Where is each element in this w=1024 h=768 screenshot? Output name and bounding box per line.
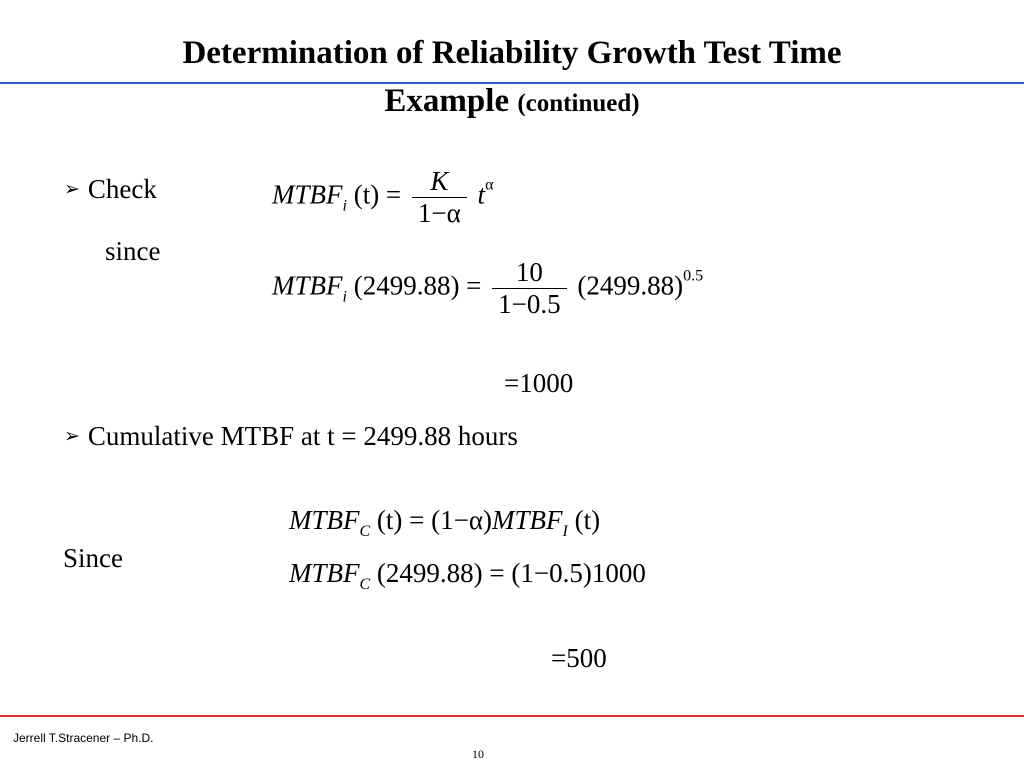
bullet-arrow-icon: ➢ [64,178,80,200]
eq3-lhs-sub: C [359,523,371,540]
eq3-rhs: (t) = (1−α) [376,505,492,535]
bullet-cumulative: ➢ Cumulative MTBF at t = 2499.88 hours [64,421,518,452]
eq4-lhs-sub: C [359,576,371,593]
since-label-upper: Since [63,543,123,573]
eq1-denominator: 1−α [411,197,467,229]
eq1-rhs-sup: α [485,176,494,194]
slide-title-line1: Determination of Reliability Growth Test… [182,35,842,71]
eq2-result: =1000 [504,368,574,398]
eq4-result: =500 [551,643,607,673]
equation-mtbf-cumulative: MTBFC (t) = (1−α)MTBFI (t) [289,505,600,541]
eq3-mid: MTBF [492,505,563,535]
equation-mtbf-evaluated: MTBFi (2499.88) = 10 1−0.5 (2499.88)0.5 [272,257,703,320]
page-number: 10 [472,747,484,761]
eq1-rhs: t [477,179,486,210]
eq3-lhs: MTBF [289,505,360,535]
eq1-numerator: K [430,166,449,196]
bullet-check-label: Check [87,174,157,204]
equation-mtbf-instantaneous: MTBFi (t) = K 1−α tα [272,166,493,229]
eq1-fraction: K 1−α [411,166,467,229]
eq2-fraction: 10 1−0.5 [492,257,567,320]
title-example-text: Example [384,83,518,119]
bottom-divider [0,715,1024,717]
eq2-arg: (2499.88) = [353,270,482,301]
bullet-cumulative-label: Cumulative MTBF at t = 2499.88 hours [87,421,518,451]
eq1-lhs: MTBF [272,179,343,210]
eq2-denominator: 1−0.5 [492,288,567,320]
eq2-rhs-sup: 0.5 [683,267,704,285]
eq1-arg: (t) = [353,179,402,210]
title-continued-text: (continued) [517,90,640,117]
eq4-rhs: (2499.88) = (1−0.5)1000 [376,558,646,588]
eq3-mid-sub: I [562,523,568,540]
equation-mtbf-cumulative-evaluated: MTBFC (2499.88) = (1−0.5)1000 [289,558,646,594]
since-label-lower: since [105,236,161,266]
eq2-numerator: 10 [515,257,543,287]
eq4-lhs: MTBF [289,558,360,588]
top-divider [0,82,1024,84]
eq1-lhs-sub: i [342,197,347,215]
bullet-check: ➢ Check [64,174,157,205]
slide-title-line2: Example (continued) [0,81,1024,124]
eq2-rhs: (2499.88) [577,270,684,301]
eq2-lhs-sub: i [342,288,347,306]
footer-author: Jerrell T.Stracener – Ph.D. [13,731,154,745]
eq2-lhs: MTBF [272,270,343,301]
bullet-arrow-icon: ➢ [64,425,80,447]
eq3-tail: (t) [574,505,601,535]
